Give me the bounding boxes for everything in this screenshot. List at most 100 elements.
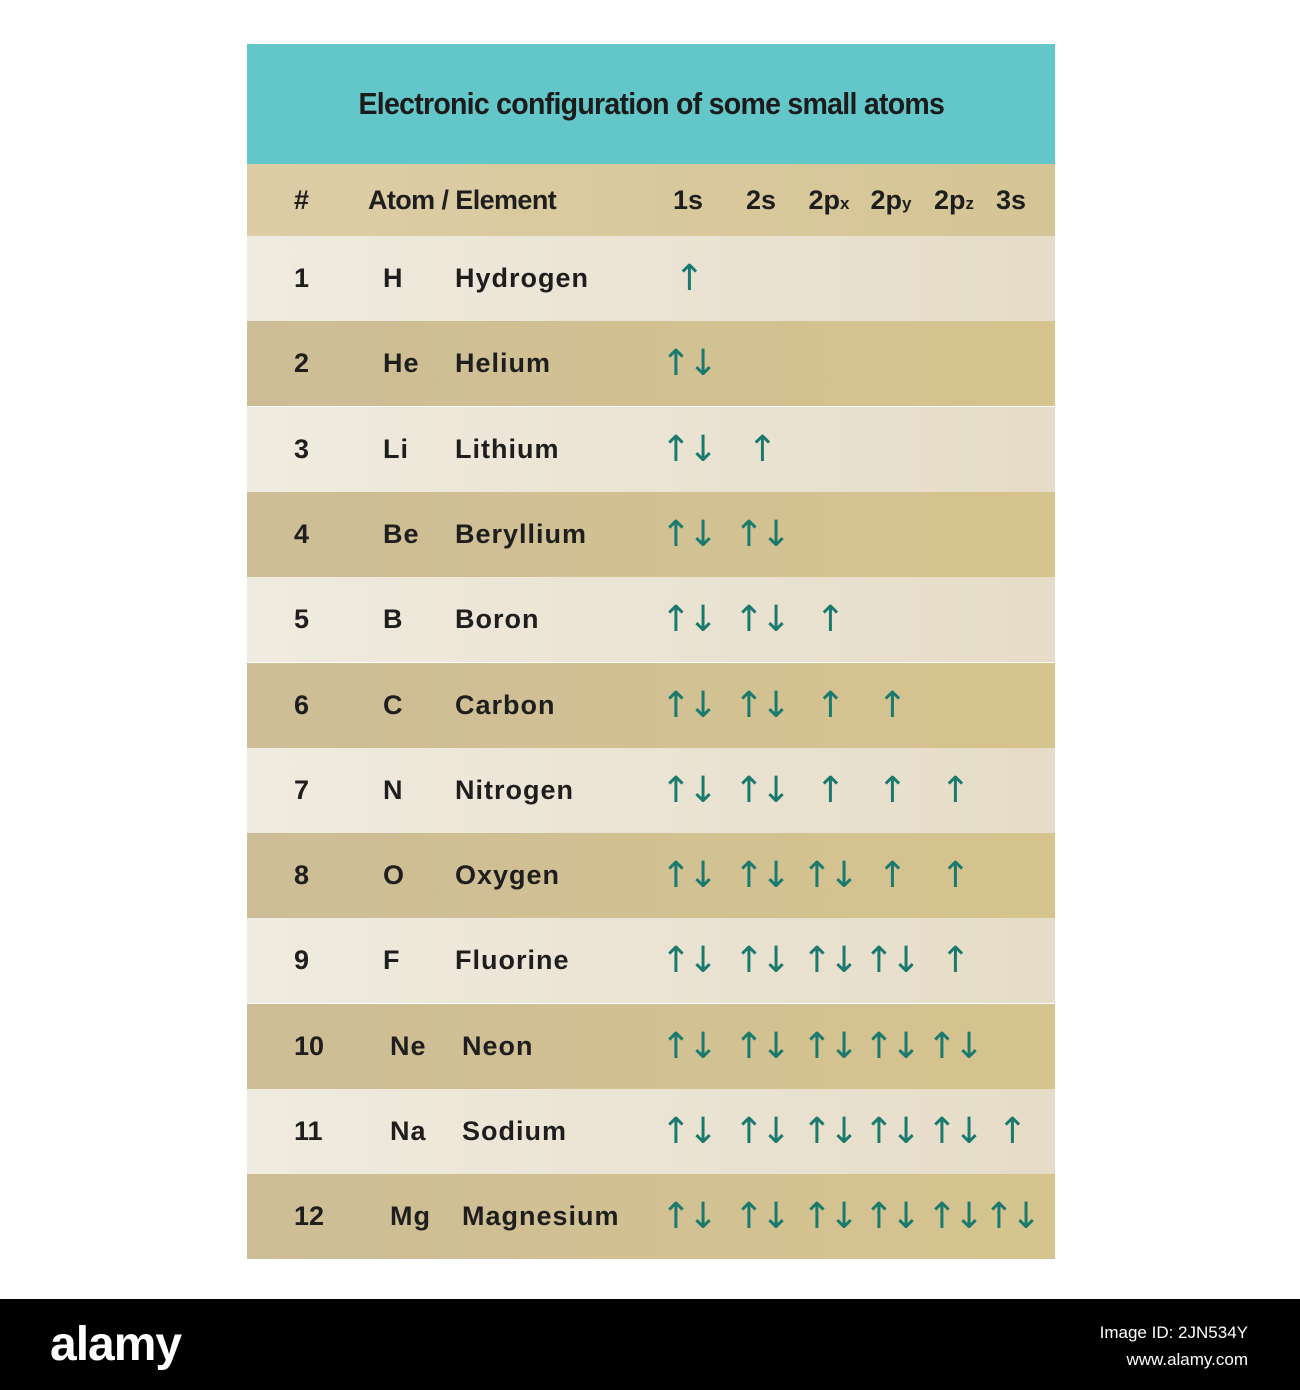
element-name: Neon <box>462 1030 534 1061</box>
orbital-arrows: ↑ <box>877 684 907 726</box>
table-header: # Atom / Element 1s 2s 2p x 2p y 2p z 3s <box>247 164 1055 236</box>
orbital-arrows <box>924 236 984 321</box>
element-name: Beryllium <box>455 518 588 549</box>
orbital-arrows <box>731 236 791 321</box>
orbital-arrows: ↑↓ <box>733 1196 791 1238</box>
element-symbol: He <box>383 348 420 379</box>
table-row: 7 N Nitrogen ↑↓ ↑↓ ↑ ↑ ↑ <box>247 747 1055 833</box>
orbital-arrows <box>731 321 791 406</box>
orbital-arrows <box>981 918 1041 1003</box>
orbital-label: 2s <box>745 184 777 215</box>
orbital-label: 1s <box>672 184 704 215</box>
orbital-arrows: ↑ <box>815 684 845 726</box>
orbital-arrows: ↑ <box>815 769 845 811</box>
atomic-number: 1 <box>294 263 310 293</box>
page-title: Electronic configuration of some small a… <box>358 86 944 121</box>
orbital-arrows <box>981 663 1041 748</box>
orbital-arrows <box>981 1004 1041 1089</box>
element-symbol: Na <box>390 1116 427 1146</box>
atomic-number: 10 <box>294 1030 325 1061</box>
orbital-arrows: ↑ <box>674 258 704 299</box>
table-row: 1 H Hydrogen ↑ <box>247 236 1055 321</box>
orbital-arrows: ↑↓ <box>660 513 718 555</box>
orbital-arrows: ↑↓ <box>801 855 859 897</box>
element-symbol: B <box>383 604 404 635</box>
orbital-arrows: ↑↓ <box>660 855 718 897</box>
element-symbol: N <box>383 774 404 805</box>
orbital-arrows: ↑ <box>940 940 970 982</box>
element-name: Oxygen <box>455 860 561 891</box>
orbital-arrows <box>981 748 1041 833</box>
orbital-arrows <box>924 663 984 748</box>
orbital-arrows <box>924 577 984 662</box>
orbital-arrows: ↑↓ <box>733 1025 791 1067</box>
image-id-text: Image ID: 2JN534Y <box>1099 1323 1248 1342</box>
orbital-arrows: ↑↓ <box>660 1111 718 1152</box>
orbital-arrows: ↑↓ <box>660 940 718 982</box>
orbital-arrows: ↑↓ <box>733 599 791 641</box>
orbital-arrows <box>924 492 984 577</box>
footer-info: Image ID: 2JN534Y www.alamy.com <box>1100 1319 1248 1373</box>
table-row: 10 Ne Neon ↑↓ ↑↓ ↑↓ ↑↓ ↑↓ <box>247 1003 1055 1089</box>
element-symbol: O <box>383 860 406 891</box>
orbital-arrows: ↑ <box>877 855 907 897</box>
table-row: 8 O Oxygen ↑↓ ↑↓ ↑↓ ↑ ↑ <box>247 833 1055 919</box>
footer-bar: alamy Image ID: 2JN534Y www.alamy.com <box>0 1299 1300 1390</box>
table-row: 12 Mg Magnesium ↑↓ ↑↓ ↑↓ ↑↓ ↑↓ ↑↓ <box>247 1174 1055 1260</box>
orbital-arrows: ↑↓ <box>801 1196 859 1238</box>
element-name: Lithium <box>455 433 560 464</box>
orbital-label: 2p <box>870 184 903 215</box>
header-orbital: 3s <box>981 164 1041 236</box>
orbital-arrows: ↑↓ <box>863 1111 921 1152</box>
table-row: 11 Na Sodium ↑↓ ↑↓ ↑↓ ↑↓ ↑↓ ↑ <box>247 1089 1055 1174</box>
orbital-arrows: ↑↓ <box>801 940 859 982</box>
header-orbital: 2p z <box>924 164 984 236</box>
element-name: Sodium <box>462 1116 567 1146</box>
orbital-label: 3s <box>995 184 1027 215</box>
orbital-arrows: ↑↓ <box>801 1111 859 1152</box>
orbital-arrows: ↑↓ <box>733 684 791 726</box>
atomic-number: 2 <box>294 348 310 379</box>
element-symbol: Ne <box>390 1030 427 1061</box>
atomic-number: 7 <box>294 774 310 805</box>
orbital-arrows <box>799 407 859 492</box>
orbital-arrows: ↑ <box>877 769 907 811</box>
atomic-number: 9 <box>294 945 310 976</box>
element-name: Magnesium <box>462 1201 620 1232</box>
orbital-arrows <box>861 321 921 406</box>
orbital-arrows: ↑↓ <box>733 769 791 811</box>
atomic-number: 6 <box>294 689 310 720</box>
orbital-label: 2p <box>933 184 966 215</box>
atomic-number: 5 <box>294 604 310 635</box>
orbital-arrows <box>981 492 1041 577</box>
atomic-number: 11 <box>294 1116 323 1146</box>
atomic-number: 8 <box>294 860 310 891</box>
orbital-arrows: ↑↓ <box>660 599 718 641</box>
orbital-arrows: ↑↓ <box>660 343 718 385</box>
orbital-arrows: ↑↓ <box>660 684 718 726</box>
element-name: Carbon <box>455 689 556 720</box>
element-name: Helium <box>455 348 552 379</box>
orbital-arrows <box>861 236 921 321</box>
header-orbital: 1s <box>658 164 718 236</box>
orbital-arrows: ↑↓ <box>733 855 791 897</box>
header-orbital: 2s <box>731 164 791 236</box>
table-row: 5 B Boron ↑↓ ↑↓ ↑ <box>247 577 1055 663</box>
orbital-arrows: ↑↓ <box>863 1025 921 1067</box>
element-symbol: H <box>383 263 404 293</box>
title-bar: Electronic configuration of some small a… <box>247 44 1055 164</box>
orbital-arrows: ↑↓ <box>926 1025 984 1067</box>
orbital-arrows <box>924 407 984 492</box>
orbital-arrows: ↑ <box>940 855 970 897</box>
orbital-arrows <box>981 833 1041 918</box>
table-row: 3 Li Lithium ↑↓ ↑ <box>247 406 1055 492</box>
orbital-arrows: ↑ <box>815 599 845 641</box>
table-row: 2 He Helium ↑↓ <box>247 321 1055 407</box>
orbital-arrows <box>861 577 921 662</box>
footer-logo: alamy <box>50 1318 182 1371</box>
orbital-arrows: ↑↓ <box>983 1196 1041 1238</box>
orbital-arrows <box>861 492 921 577</box>
element-name: Fluorine <box>455 945 570 976</box>
table-row: 4 Be Beryllium ↑↓ ↑↓ <box>247 491 1055 577</box>
orbital-arrows <box>924 321 984 406</box>
